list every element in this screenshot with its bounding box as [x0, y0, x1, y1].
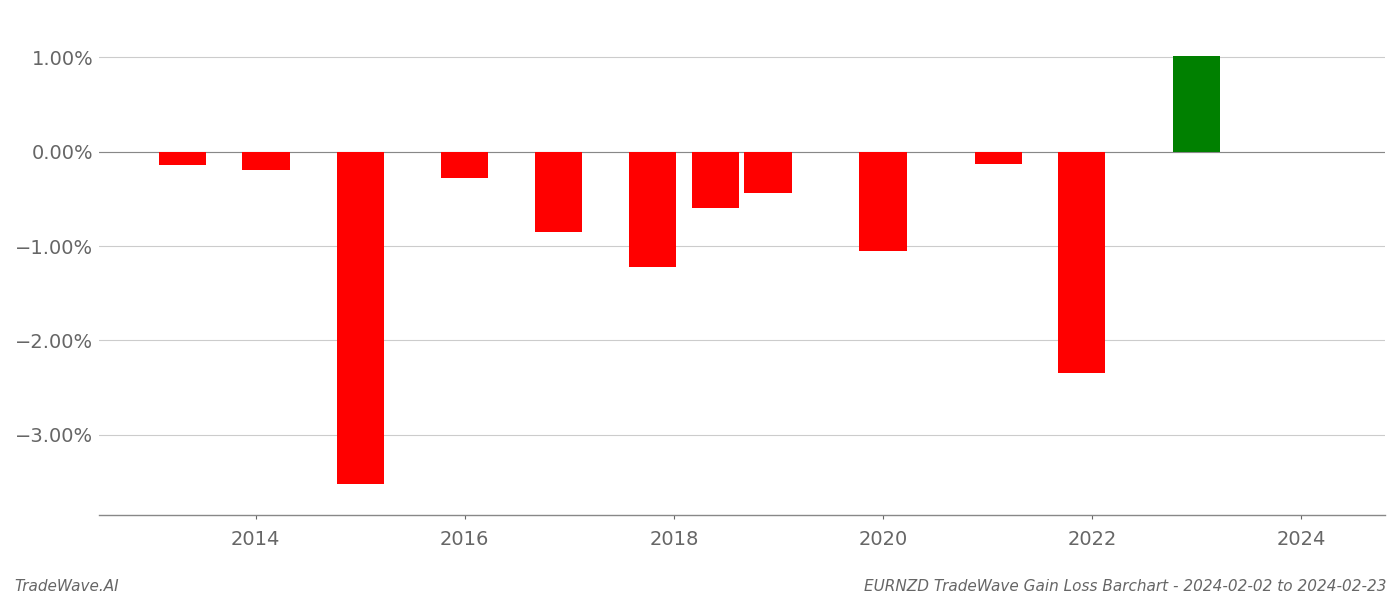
Text: TradeWave.AI: TradeWave.AI	[14, 579, 119, 594]
Bar	[336, 152, 384, 484]
Bar	[974, 152, 1022, 164]
Bar	[692, 152, 739, 208]
Bar	[1173, 56, 1221, 152]
Text: EURNZD TradeWave Gain Loss Barchart - 2024-02-02 to 2024-02-23: EURNZD TradeWave Gain Loss Barchart - 20…	[864, 579, 1386, 594]
Bar	[860, 152, 907, 251]
Bar	[242, 152, 290, 170]
Bar	[535, 152, 582, 232]
Bar	[441, 152, 489, 178]
Bar	[630, 152, 676, 267]
Bar	[1058, 152, 1105, 373]
Bar	[158, 152, 206, 165]
Bar	[745, 152, 791, 193]
